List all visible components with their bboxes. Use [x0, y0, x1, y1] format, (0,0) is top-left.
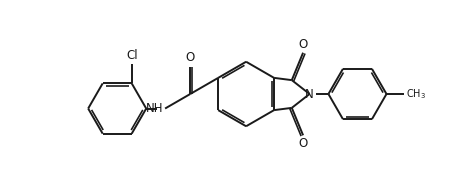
Text: O: O [298, 38, 308, 51]
Text: N: N [305, 87, 314, 101]
Text: Cl: Cl [126, 49, 137, 62]
Text: NH: NH [145, 102, 163, 115]
Text: CH$_3$: CH$_3$ [406, 87, 426, 101]
Text: O: O [185, 51, 195, 64]
Text: O: O [298, 137, 308, 150]
